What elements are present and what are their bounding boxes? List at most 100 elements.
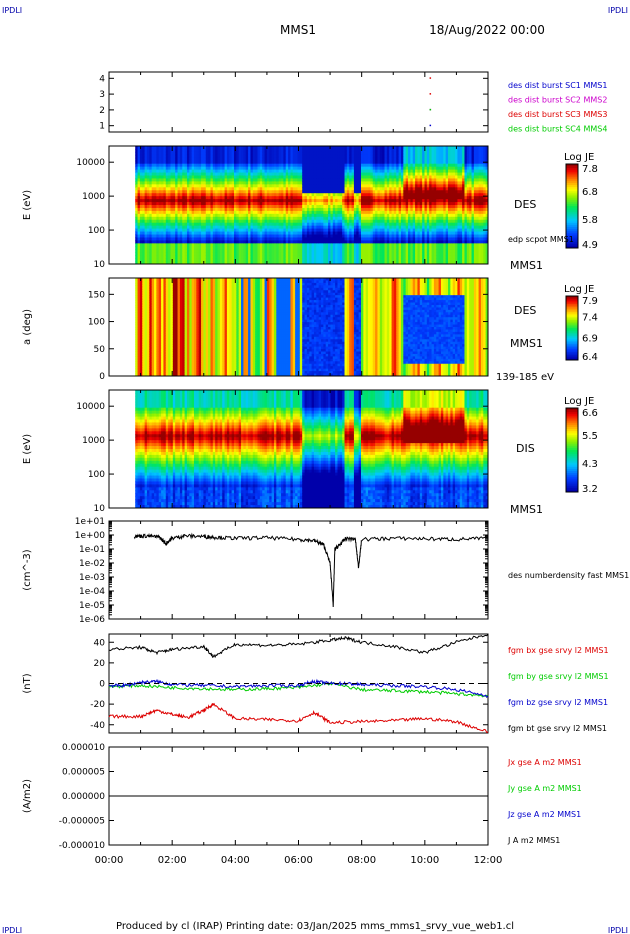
heatmap-cell	[363, 240, 367, 244]
heatmap-cell	[229, 190, 233, 194]
heatmap-cell	[292, 205, 296, 209]
heatmap-cell	[189, 219, 193, 224]
heatmap-cell	[215, 166, 219, 171]
heatmap-cell	[356, 199, 360, 203]
heatmap-cell	[346, 246, 350, 250]
heatmap-cell	[346, 184, 350, 188]
heatmap-cell	[175, 228, 179, 233]
heatmap-cell	[306, 258, 310, 262]
heatmap-cell	[137, 154, 141, 159]
heatmap-cell	[398, 181, 402, 185]
heatmap-cell	[236, 210, 240, 215]
heatmap-cell	[201, 181, 204, 185]
heatmap-cell	[170, 222, 174, 227]
heatmap-cell	[184, 169, 188, 174]
heatmap-cell	[422, 243, 425, 247]
heatmap-cell	[365, 243, 369, 247]
heatmap-cell	[304, 184, 308, 188]
heatmap-cell	[196, 202, 200, 206]
heatmap-cell	[198, 255, 202, 259]
heatmap-cell	[205, 175, 209, 179]
heatmap-cell	[248, 249, 251, 253]
heatmap-cell	[172, 163, 176, 168]
heatmap-cell	[422, 172, 425, 176]
heatmap-cell	[295, 157, 298, 162]
heatmap-cell	[264, 246, 268, 250]
heatmap-cell	[372, 210, 376, 215]
heatmap-cell	[375, 234, 378, 238]
heatmap-cell	[365, 178, 369, 182]
heatmap-cell	[262, 237, 266, 241]
heatmap-cell	[238, 252, 242, 256]
heatmap-cell	[389, 148, 393, 153]
heatmap-cell	[398, 202, 402, 206]
heatmap-cell	[137, 199, 141, 203]
heatmap-cell	[325, 205, 329, 209]
heatmap-cell	[151, 249, 155, 253]
heatmap-cell	[259, 258, 263, 262]
heatmap-cell	[313, 207, 317, 212]
heatmap-cell	[224, 187, 228, 191]
heatmap-cell	[302, 225, 306, 230]
heatmap-cell	[405, 207, 409, 212]
heatmap-cell	[379, 196, 383, 200]
heatmap-cell	[292, 163, 296, 168]
heatmap-cell	[154, 234, 157, 238]
heatmap-cell	[400, 163, 404, 168]
heatmap-cell	[158, 255, 162, 259]
heatmap-cell	[299, 154, 303, 159]
heatmap-cell	[139, 258, 143, 262]
heatmap-cell	[389, 193, 393, 197]
heatmap-cell	[266, 169, 270, 174]
heatmap-cell	[156, 225, 160, 230]
heatmap-cell	[325, 216, 329, 221]
heatmap-cell	[321, 157, 324, 162]
heatmap-cell	[415, 178, 418, 182]
heatmap-cell	[377, 184, 381, 188]
heatmap-cell	[273, 258, 277, 262]
heatmap-cell	[384, 148, 388, 153]
heatmap-cell	[269, 193, 273, 197]
heatmap-cell	[318, 181, 322, 185]
heatmap-cell	[154, 199, 157, 203]
heatmap-cell	[139, 240, 143, 244]
heatmap-cell	[351, 210, 355, 215]
heatmap-cell	[184, 199, 188, 203]
heatmap-cell	[194, 193, 197, 197]
heatmap-cell	[365, 231, 369, 235]
heatmap-cell	[184, 225, 188, 230]
heatmap-cell	[212, 205, 216, 209]
heatmap-cell	[259, 166, 263, 171]
heatmap-cell	[398, 225, 402, 230]
heatmap-cell	[290, 202, 294, 206]
heatmap-cell	[337, 240, 341, 244]
heatmap-cell	[417, 181, 421, 185]
heatmap-cell	[419, 148, 423, 153]
heatmap-cell	[163, 199, 167, 203]
heatmap-cell	[271, 249, 275, 253]
heatmap-cell	[233, 178, 237, 182]
heatmap-cell	[172, 169, 176, 174]
heatmap-cell	[186, 231, 190, 235]
heatmap-cell	[212, 240, 216, 244]
heatmap-cell	[161, 175, 164, 179]
heatmap-cell	[316, 193, 320, 197]
heatmap-cell	[283, 234, 287, 238]
heatmap-cell	[144, 175, 148, 179]
heatmap-cell	[321, 207, 324, 212]
heatmap-cell	[139, 234, 143, 238]
heatmap-cell	[363, 234, 367, 238]
heatmap-cell	[290, 205, 294, 209]
heatmap-cell	[217, 258, 221, 262]
heatmap-cell	[325, 166, 329, 171]
heatmap-cell	[252, 210, 256, 215]
heatmap-cell	[186, 193, 190, 197]
heatmap-cell	[328, 205, 331, 209]
heatmap-cell	[231, 181, 235, 185]
heatmap-cell	[215, 187, 219, 191]
heatmap-cell	[278, 175, 282, 179]
heatmap-cell	[262, 219, 266, 224]
heatmap-cell	[165, 210, 169, 215]
heatmap-cell	[269, 175, 273, 179]
heatmap-cell	[194, 151, 197, 156]
